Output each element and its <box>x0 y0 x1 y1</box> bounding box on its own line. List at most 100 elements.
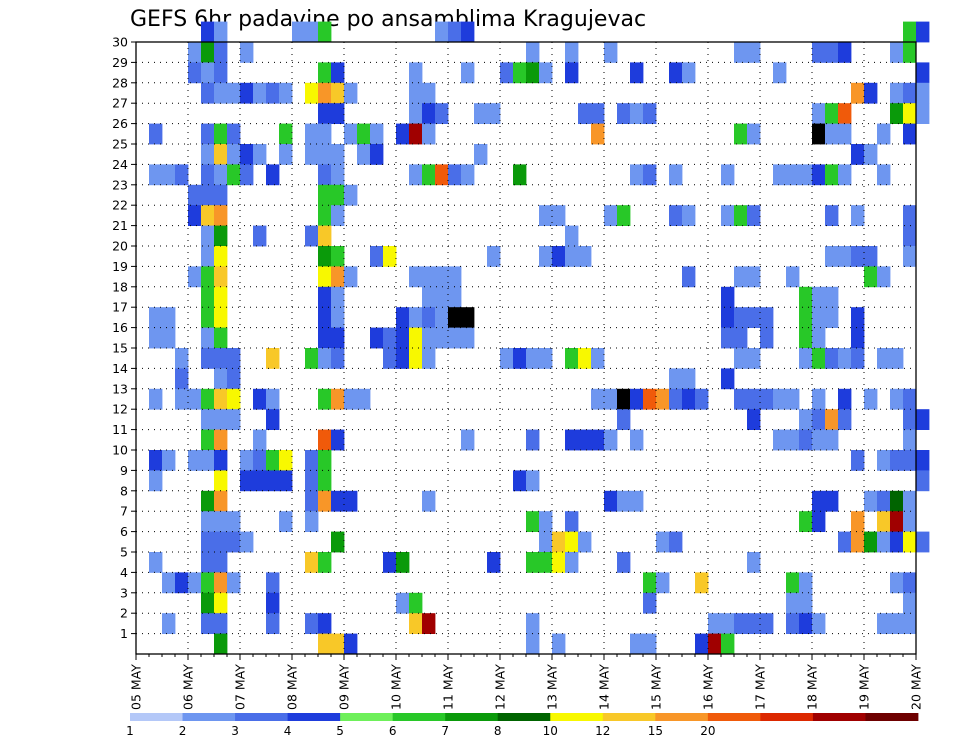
heatmap-cell <box>266 450 280 471</box>
heatmap-cell <box>799 613 813 634</box>
heatmap-cell <box>214 327 228 349</box>
y-tick-label: 17 <box>112 300 128 315</box>
y-tick-label: 27 <box>112 96 128 111</box>
heatmap-cell <box>188 62 202 84</box>
heatmap-cell <box>162 327 176 349</box>
heatmap-cell <box>344 633 358 655</box>
heatmap-cell <box>318 286 332 308</box>
heatmap-cell <box>630 490 644 512</box>
heatmap-cell <box>383 552 397 573</box>
heatmap-cell <box>812 348 826 369</box>
heatmap-cell <box>877 613 891 634</box>
y-tick-label: 1 <box>120 626 128 641</box>
heatmap-cell <box>903 205 917 226</box>
heatmap-cell <box>318 205 332 226</box>
heatmap-cell <box>318 613 332 634</box>
heatmap-cell <box>734 42 748 63</box>
heatmap-cell <box>565 62 579 84</box>
heatmap-cell <box>721 368 735 390</box>
heatmap-cell <box>318 164 332 186</box>
heatmap-cell <box>513 62 527 84</box>
heatmap-cell <box>604 388 618 410</box>
heatmap-cell <box>461 307 475 328</box>
heatmap-cell <box>279 144 293 165</box>
y-tick-label: 21 <box>112 218 128 233</box>
heatmap-cell <box>695 388 709 410</box>
heatmap-cell <box>448 307 462 328</box>
heatmap-cell <box>149 450 163 471</box>
heatmap-cell <box>799 348 813 369</box>
heatmap-cell <box>461 21 475 43</box>
heatmap-cell <box>903 225 917 247</box>
y-tick-label: 29 <box>112 55 128 70</box>
colorbar-swatch <box>865 713 919 721</box>
heatmap-cell <box>825 205 839 226</box>
heatmap-cell <box>773 62 787 84</box>
heatmap-cell <box>318 82 332 104</box>
y-tick-label: 26 <box>112 116 128 131</box>
heatmap-cell <box>435 21 449 43</box>
heatmap-cell <box>578 103 592 124</box>
heatmap-cell <box>773 429 787 451</box>
heatmap-cell <box>214 368 228 390</box>
heatmap-cell <box>617 205 631 226</box>
y-tick-label: 3 <box>120 585 128 600</box>
x-tick-label: 11 MAY <box>441 664 456 710</box>
heatmap-cell <box>331 286 345 308</box>
heatmap-cell <box>734 123 748 145</box>
heatmap-cell <box>747 388 761 410</box>
heatmap-cell <box>214 531 228 553</box>
heatmap-cell <box>773 164 787 186</box>
heatmap-cell <box>344 490 358 512</box>
heatmap-cell <box>188 184 202 206</box>
heatmap-cell <box>812 123 826 145</box>
y-tick-label: 24 <box>112 157 128 172</box>
heatmap-cell <box>877 511 891 532</box>
heatmap-cell <box>227 531 241 553</box>
heatmap-cell <box>435 286 449 308</box>
heatmap-cells <box>149 21 930 655</box>
heatmap-cell <box>253 429 267 451</box>
heatmap-cell <box>864 266 878 288</box>
heatmap-cell <box>214 62 228 84</box>
heatmap-cell <box>838 42 852 63</box>
y-tick-label: 13 <box>112 381 128 396</box>
heatmap-cell <box>318 388 332 410</box>
heatmap-cell <box>214 511 228 532</box>
heatmap-cell <box>747 307 761 328</box>
heatmap-cell <box>812 613 826 634</box>
heatmap-cell <box>812 490 826 512</box>
heatmap-cell <box>188 572 202 594</box>
heatmap-cell <box>201 225 215 247</box>
heatmap-cell <box>240 531 254 553</box>
heatmap-cell <box>227 388 241 410</box>
heatmap-cell <box>812 388 826 410</box>
heatmap-cell <box>903 429 917 451</box>
heatmap-cell <box>201 592 215 614</box>
heatmap-cell <box>175 388 189 410</box>
heatmap-cell <box>916 62 930 84</box>
heatmap-cell <box>539 205 553 226</box>
heatmap-cell <box>227 572 241 594</box>
heatmap-cell <box>825 246 839 267</box>
colorbar-swatch <box>392 713 446 721</box>
heatmap-cell <box>448 266 462 288</box>
heatmap-cell <box>396 348 410 369</box>
heatmap-cell <box>890 613 904 634</box>
heatmap-cell <box>188 388 202 410</box>
heatmap-cell <box>643 164 657 186</box>
colorbar-tick-label: 6 <box>389 724 397 738</box>
heatmap-cell <box>799 286 813 308</box>
heatmap-cell <box>565 552 579 573</box>
heatmap-cell <box>799 409 813 430</box>
heatmap-cell <box>565 42 579 63</box>
heatmap-cell <box>409 327 423 349</box>
heatmap-cell <box>201 246 215 267</box>
heatmap-cell <box>409 164 423 186</box>
heatmap-cell <box>851 246 865 267</box>
heatmap-cell <box>526 62 540 84</box>
heatmap-cell <box>903 388 917 410</box>
heatmap-cell <box>734 613 748 634</box>
heatmap-cell <box>890 572 904 594</box>
heatmap-cell <box>305 450 319 471</box>
